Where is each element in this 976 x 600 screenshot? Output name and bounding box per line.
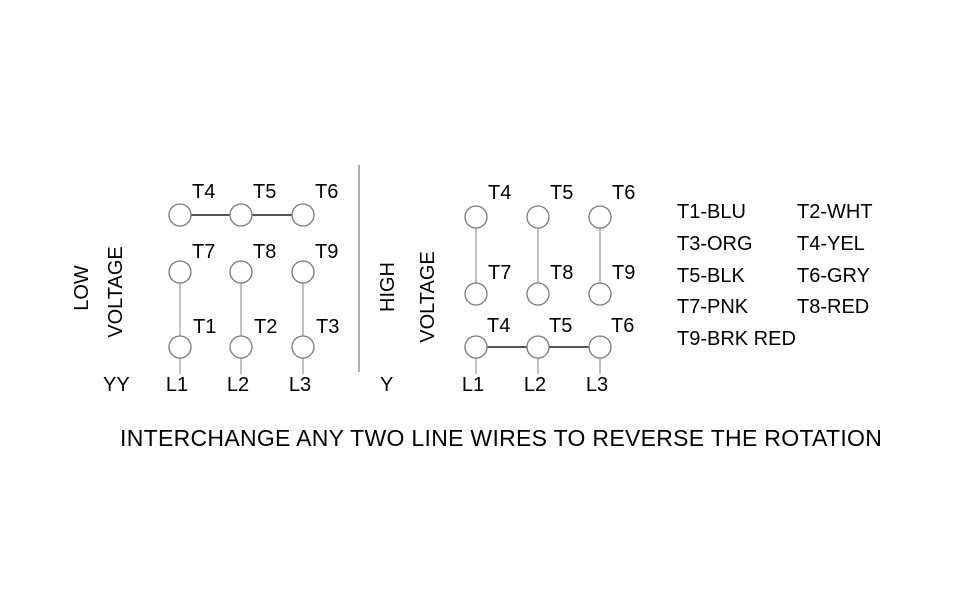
low-voltage-title-0: LOW bbox=[71, 265, 93, 311]
legend-entry: T6-GRY bbox=[797, 264, 870, 287]
high-voltage-terminal-t5-top bbox=[526, 205, 550, 229]
legend-entry: T5-BLK bbox=[677, 264, 745, 287]
low-voltage-diagram: T4 T5 T6 T7 T8 T9 T1 T2 T3 L1 L2 L3 LOW VOLTAGE YY bbox=[71, 181, 339, 396]
high-voltage-terminal-label-t8: T8 bbox=[550, 262, 573, 284]
high-voltage-terminal-t4-top bbox=[464, 205, 488, 229]
low-voltage-terminal-label-t7: T7 bbox=[192, 241, 215, 263]
low-voltage-connection-label: YY bbox=[103, 374, 130, 396]
high-voltage-connection-label: Y bbox=[380, 374, 393, 396]
low-voltage-line-label-l2: L2 bbox=[227, 374, 249, 396]
legend-entry: T4-YEL bbox=[797, 232, 865, 255]
legend-row: T1-BLU T2-WHT bbox=[677, 197, 873, 229]
legend-entry: T2-WHT bbox=[797, 201, 873, 223]
high-voltage-terminal-t4-bottom bbox=[464, 335, 488, 359]
high-voltage-line-label-l2: L2 bbox=[524, 374, 546, 396]
legend-entry: T3-ORG bbox=[677, 232, 753, 255]
low-voltage-line-label-l1: L1 bbox=[166, 374, 188, 396]
high-voltage-terminal-label-t9: T9 bbox=[612, 262, 635, 284]
low-voltage-terminal-label-t2: T2 bbox=[254, 316, 277, 338]
high-voltage-title-0: HIGH bbox=[377, 262, 399, 312]
low-voltage-terminal-label-t8: T8 bbox=[253, 241, 276, 263]
high-voltage-terminal-label-t5-bottom: T5 bbox=[549, 315, 572, 337]
high-voltage-terminal-label-t4-top: T4 bbox=[488, 182, 511, 204]
high-voltage-terminal-label-t5-top: T5 bbox=[550, 182, 573, 204]
low-voltage-terminal-label-t3: T3 bbox=[316, 316, 339, 338]
low-voltage-terminal-t3 bbox=[291, 335, 315, 359]
high-voltage-line-label-l3: L3 bbox=[586, 374, 608, 396]
low-voltage-terminal-t2 bbox=[229, 335, 253, 359]
legend-entry: T7-PNK bbox=[677, 296, 749, 319]
low-voltage-terminal-label-t9: T9 bbox=[315, 241, 338, 263]
high-voltage-terminal-t9 bbox=[588, 282, 612, 306]
high-voltage-terminal-label-t4-bottom: T4 bbox=[487, 315, 510, 337]
high-voltage-terminal-t6-top bbox=[588, 205, 612, 229]
legend-row: T7-PNK T8-RED bbox=[677, 292, 873, 324]
low-voltage-terminal-t8 bbox=[229, 260, 253, 284]
legend-row: T3-ORG T4-YEL bbox=[677, 229, 873, 261]
legend-entry: T9-BRK RED bbox=[677, 328, 796, 350]
low-voltage-terminal-label-t4: T4 bbox=[192, 181, 215, 203]
high-voltage-diagram: T4 T5 T6 T7 T8 T9 T4 T5 T6 L1 L2 L3 HIGH VOLTAGE Y bbox=[377, 182, 635, 396]
wire-color-legend: T1-BLU T2-WHT T3-ORG T4-YEL T5-BLK T6-GR… bbox=[677, 197, 873, 356]
low-voltage-terminal-t6 bbox=[291, 203, 315, 227]
high-voltage-terminal-label-t7: T7 bbox=[488, 262, 511, 284]
low-voltage-terminal-label-t5: T5 bbox=[253, 181, 276, 203]
high-voltage-terminal-t8 bbox=[526, 282, 550, 306]
high-voltage-terminal-t7 bbox=[464, 282, 488, 306]
high-voltage-terminal-t5-bottom bbox=[526, 335, 550, 359]
low-voltage-title-1: VOLTAGE bbox=[105, 246, 127, 338]
legend-row: T5-BLK T6-GRY bbox=[677, 261, 873, 293]
high-voltage-terminal-label-t6-top: T6 bbox=[612, 182, 635, 204]
low-voltage-terminal-label-t6: T6 bbox=[315, 181, 338, 203]
rotation-reversal-note: INTERCHANGE ANY TWO LINE WIRES TO REVERS… bbox=[120, 425, 883, 451]
high-voltage-terminal-label-t6-bottom: T6 bbox=[611, 315, 634, 337]
low-voltage-terminal-t7 bbox=[168, 260, 192, 284]
low-voltage-terminal-t1 bbox=[168, 335, 192, 359]
legend-entry: T8-RED bbox=[797, 296, 870, 319]
legend-row: T9-BRK RED bbox=[677, 324, 873, 356]
low-voltage-terminal-label-t1: T1 bbox=[193, 316, 216, 338]
legend-entry: T1-BLU bbox=[677, 201, 746, 223]
low-voltage-terminal-t5 bbox=[229, 203, 253, 227]
low-voltage-terminal-t4 bbox=[168, 203, 192, 227]
low-voltage-line-label-l3: L3 bbox=[289, 374, 311, 396]
high-voltage-terminal-t6-bottom bbox=[588, 335, 612, 359]
high-voltage-line-label-l1: L1 bbox=[462, 374, 484, 396]
high-voltage-title-1: VOLTAGE bbox=[417, 251, 439, 343]
low-voltage-terminal-t9 bbox=[291, 260, 315, 284]
